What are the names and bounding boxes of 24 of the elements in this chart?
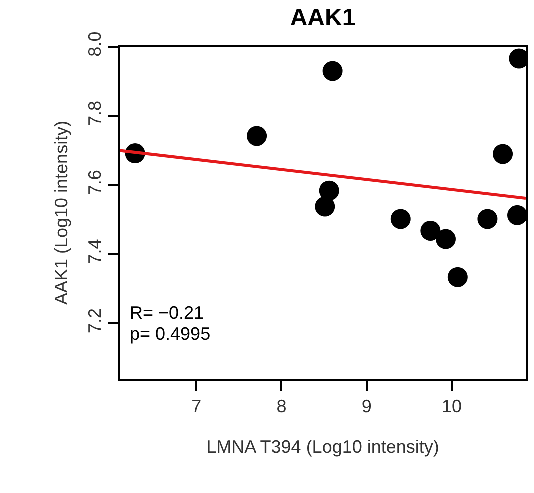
- y-tick-label: 7.8: [85, 100, 106, 126]
- annotation: p= 0.4995: [130, 324, 211, 344]
- x-tick-label: 7: [192, 396, 202, 416]
- point: [448, 267, 468, 288]
- point: [322, 61, 343, 82]
- x-tick-label: 8: [276, 396, 287, 416]
- y-axis-title: AAK1 (Log10 intensity): [52, 120, 72, 306]
- annotation: R= −0.21: [130, 303, 204, 323]
- point: [315, 196, 336, 217]
- point: [436, 229, 456, 250]
- point: [493, 144, 514, 164]
- y-tick-label: 7.6: [85, 170, 106, 196]
- x-tick-label: 9: [362, 396, 372, 416]
- point: [319, 180, 340, 201]
- point: [390, 209, 411, 230]
- y-tick-label: 7.2: [85, 308, 106, 334]
- y-tick-label: 7.4: [85, 239, 106, 264]
- point: [420, 220, 441, 241]
- point: [478, 209, 498, 230]
- point: [247, 126, 268, 146]
- y-tick-label: 8.0: [85, 32, 106, 57]
- x-axis-title: LMNA T394 (Log10 intensity): [206, 436, 440, 457]
- x-tick-label: 10: [442, 396, 462, 416]
- chart-title: AAK1: [290, 4, 356, 32]
